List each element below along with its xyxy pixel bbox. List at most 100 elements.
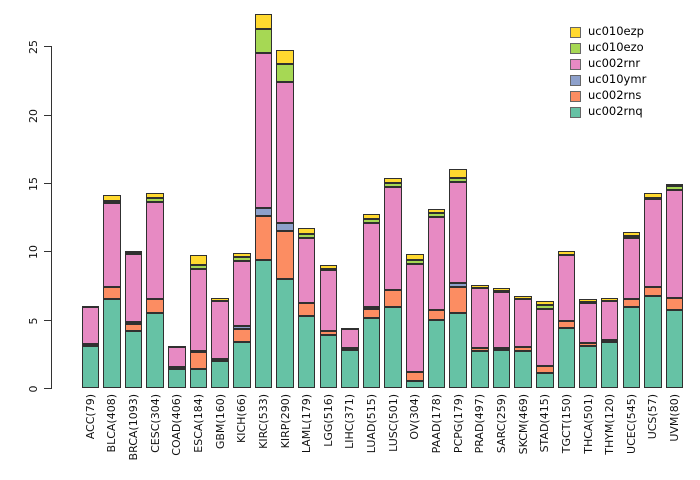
x-axis-label: LUSC(501) bbox=[386, 394, 400, 452]
legend-label: uc010ezp bbox=[588, 24, 644, 39]
y-axis-tick bbox=[44, 182, 51, 184]
bar-segment-uc010ezo bbox=[492, 290, 511, 293]
bar-segment-uc002rns bbox=[232, 329, 251, 342]
x-axis-label: KIRP(290) bbox=[278, 394, 292, 449]
bar-segment-uc002rnq bbox=[276, 278, 294, 388]
bar-segment-uc002rns bbox=[535, 366, 554, 373]
bar-segment-uc002rns bbox=[449, 286, 467, 313]
legend-label: uc002rnq bbox=[588, 104, 643, 119]
bar-segment-uc002rnr bbox=[471, 288, 489, 349]
bar-segment-uc010ezp bbox=[384, 177, 403, 183]
bar-segment-uc002rns bbox=[471, 348, 489, 352]
bar-segment-uc002rns bbox=[254, 215, 273, 260]
bar-segment-uc010ezp bbox=[579, 299, 597, 302]
bar-segment-uc010ezo bbox=[232, 256, 251, 261]
x-axis-label: KICH(66) bbox=[235, 394, 249, 443]
bar-segment-uc002rnr bbox=[341, 329, 359, 349]
bar-segment-uc010ezp bbox=[492, 288, 511, 291]
bar-segment-uc010ezp bbox=[449, 169, 467, 178]
bar-segment-uc002rnr bbox=[276, 81, 294, 223]
bar-segment-uc002rns bbox=[492, 348, 511, 351]
x-axis-label: OV(304) bbox=[408, 394, 422, 440]
bar-segment-uc002rnr bbox=[406, 263, 424, 372]
x-axis-label: BRCA(1093) bbox=[127, 394, 141, 461]
bar-segment-uc010ymr bbox=[362, 307, 381, 310]
bar-segment-uc002rnq bbox=[622, 307, 641, 388]
bar-segment-uc002rnq bbox=[254, 259, 273, 388]
bar-segment-uc010ezo bbox=[146, 198, 164, 203]
bar-segment-uc010ezp bbox=[276, 50, 294, 65]
bar-segment-uc010ezo bbox=[579, 301, 597, 304]
bar-segment-uc002rnq bbox=[319, 334, 338, 388]
legend-item: uc002rnr bbox=[570, 56, 646, 72]
bar-segment-uc002rns bbox=[211, 359, 229, 362]
y-axis-tick-label: 20 bbox=[27, 108, 40, 123]
bar-segment-uc002rnq bbox=[514, 351, 532, 388]
legend-swatch-icon bbox=[570, 26, 581, 38]
bar-segment-uc002rnq bbox=[535, 372, 554, 388]
bar-segment-uc010ymr bbox=[276, 222, 294, 231]
bar-segment-uc010ymr bbox=[254, 207, 273, 216]
bar-segment-uc010ezp bbox=[406, 254, 424, 260]
bar-segment-uc010ezo bbox=[427, 213, 446, 218]
bar-segment-uc002rnq bbox=[124, 330, 143, 388]
bar-segment-uc010ezp bbox=[103, 195, 121, 201]
bar-segment-uc010ezo bbox=[644, 198, 662, 201]
x-axis-label: CESC(304) bbox=[148, 394, 162, 453]
legend-swatch-icon bbox=[570, 58, 581, 70]
bar-segment-uc010ezp bbox=[211, 297, 229, 301]
legend-swatch-icon bbox=[570, 42, 581, 54]
bar-segment-uc002rnq bbox=[103, 299, 121, 388]
y-axis-tick-label: 25 bbox=[27, 40, 40, 55]
bar-segment-uc002rnr bbox=[665, 189, 684, 298]
x-axis-label: COAD(406) bbox=[170, 394, 184, 456]
bar-segment-uc002rns bbox=[168, 367, 186, 370]
bar-segment-uc002rnr bbox=[362, 222, 381, 308]
bar-segment-uc002rnr bbox=[297, 237, 316, 304]
bar-segment-uc002rnr bbox=[600, 300, 619, 341]
legend-label: uc002rns bbox=[588, 88, 642, 103]
bar-segment-uc002rnq bbox=[211, 360, 229, 388]
bar-segment-uc002rns bbox=[406, 371, 424, 382]
bar-segment-uc002rnr bbox=[103, 203, 121, 287]
bar-segment-uc010ezp bbox=[665, 184, 684, 187]
bar-segment-uc002rnq bbox=[406, 381, 424, 388]
y-axis-line bbox=[51, 46, 52, 389]
x-axis-label: PCPG(179) bbox=[451, 394, 465, 454]
legend-item: uc002rnq bbox=[570, 104, 646, 120]
bar-segment-uc002rnr bbox=[579, 303, 597, 343]
bar-segment-uc002rnq bbox=[362, 318, 381, 388]
bar-segment-uc002rns bbox=[319, 330, 338, 335]
bar-segment-uc010ezo bbox=[362, 218, 381, 223]
x-axis-label: SARC(259) bbox=[494, 394, 508, 454]
bar-segment-uc010ezp bbox=[427, 208, 446, 214]
bar-segment-uc010ezo bbox=[297, 233, 316, 238]
legend: uc010ezp uc010ezo uc002rnr uc010ymr uc002rns… bbox=[570, 24, 646, 120]
legend-swatch-icon bbox=[570, 90, 581, 102]
x-axis-label: UCS(57) bbox=[646, 394, 660, 440]
bar-segment-uc002rns bbox=[665, 297, 684, 311]
bar-segment-uc010ezp bbox=[319, 264, 338, 270]
bar-segment-uc010ezo bbox=[276, 64, 294, 82]
bar-segment-uc010ezo bbox=[406, 259, 424, 264]
x-axis-label: TGCT(150) bbox=[559, 394, 573, 454]
bar-segment-uc002rns bbox=[427, 310, 446, 320]
bar-segment-uc002rnr bbox=[168, 346, 186, 368]
x-axis-label: THCA(501) bbox=[581, 394, 595, 454]
y-axis-tick-label: 5 bbox=[27, 317, 40, 325]
legend-swatch-icon bbox=[570, 74, 581, 86]
bar-segment-uc010ezo bbox=[103, 200, 121, 204]
y-axis-tick-label: 15 bbox=[27, 176, 40, 191]
legend-item: uc010ezp bbox=[570, 24, 646, 40]
bar-segment-uc010ymr bbox=[449, 282, 467, 287]
bar-segment-uc002rns bbox=[103, 286, 121, 300]
bar-segment-uc010ezo bbox=[189, 264, 208, 270]
bar-segment-uc002rns bbox=[557, 321, 576, 328]
legend-item: uc002rns bbox=[570, 88, 646, 104]
bar-segment-uc002rnr bbox=[189, 269, 208, 352]
y-axis-tick bbox=[44, 114, 51, 116]
bar-segment-uc002rnq bbox=[81, 345, 100, 388]
bar-segment-uc010ezp bbox=[557, 251, 576, 256]
bar-segment-uc002rnq bbox=[384, 307, 403, 388]
bar-segment-uc010ezp bbox=[514, 296, 532, 300]
